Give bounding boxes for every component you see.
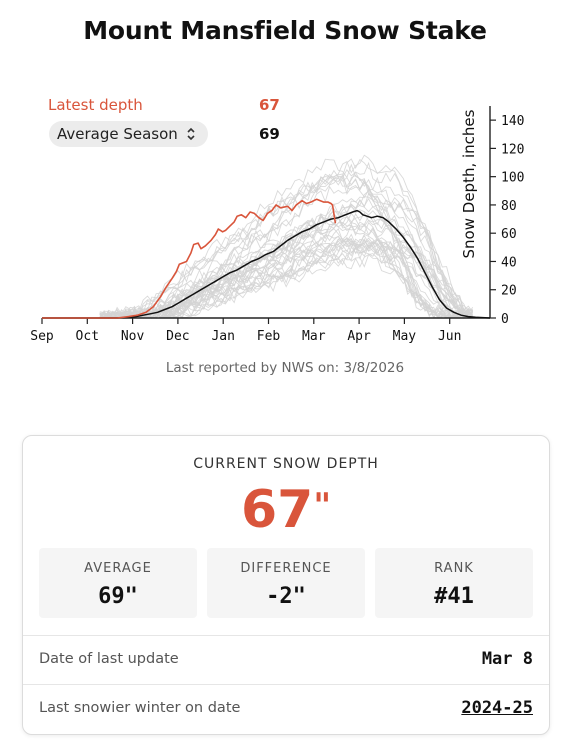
historical-season-line — [99, 173, 473, 319]
stat-difference-value: -2" — [266, 584, 306, 609]
legend-latest-value: 67 — [259, 96, 280, 114]
legend-average-value: 69 — [259, 125, 280, 143]
historical-season-line — [99, 174, 473, 319]
x-tick-label: Apr — [347, 329, 371, 344]
row-last-update-label: Date of last update — [39, 651, 179, 667]
current-depth-value: 67" — [23, 480, 549, 540]
card-heading: CURRENT SNOW DEPTH — [193, 456, 379, 472]
x-tick-label: Nov — [121, 329, 145, 344]
x-tick-label: Mar — [302, 329, 326, 344]
historical-season-line — [99, 241, 473, 319]
y-tick-label: 100 — [501, 171, 524, 186]
historical-season-line — [99, 222, 473, 320]
stat-average-label: AVERAGE — [84, 561, 152, 576]
y-tick-label: 20 — [501, 284, 517, 299]
season-select-label: Average Season — [57, 125, 178, 143]
y-tick-label: 80 — [501, 199, 517, 214]
x-tick-label: Sep — [30, 329, 54, 344]
x-tick-label: Dec — [166, 329, 189, 344]
legend-latest-label: Latest depth — [48, 96, 143, 114]
row-last-update: Date of last update Mar 8 — [23, 635, 549, 685]
stat-difference: DIFFERENCE -2" — [207, 548, 365, 618]
current-depth-card: CURRENT SNOW DEPTH 67" AVERAGE 69" DIFFE… — [22, 435, 550, 735]
row-last-snowier-label: Last snowier winter on date — [39, 700, 241, 716]
x-tick-label: Oct — [76, 329, 99, 344]
x-tick-label: Feb — [257, 329, 281, 344]
y-tick-label: 120 — [501, 142, 524, 157]
x-tick-label: Jun — [438, 329, 461, 344]
x-tick-label: Jan — [211, 329, 234, 344]
historical-season-line — [99, 241, 474, 319]
y-axis-label: Snow Depth, inches — [460, 109, 478, 258]
season-select[interactable]: Average Season — [49, 121, 208, 147]
current-depth-unit: " — [313, 486, 332, 526]
y-tick-label: 60 — [501, 227, 517, 242]
historical-season-line — [99, 161, 473, 320]
y-tick-label: 140 — [501, 114, 524, 129]
stat-rank-label: RANK — [434, 561, 474, 576]
average-season-line — [42, 209, 491, 319]
row-last-snowier[interactable]: Last snowier winter on date 2024-25 — [23, 684, 549, 734]
stat-rank: RANK #41 — [375, 548, 533, 618]
stat-difference-label: DIFFERENCE — [240, 561, 332, 576]
latest-depth-line — [42, 198, 337, 319]
snow-depth-chart: 0 20 40 60 80 100 120 140 Snow Depth, inches Sep O… — [30, 106, 524, 344]
historical-season-line — [99, 234, 474, 319]
stat-average: AVERAGE 69" — [39, 548, 197, 618]
current-depth-number: 67 — [240, 480, 314, 540]
x-tick-label: May — [393, 329, 417, 344]
y-tick-label: 40 — [501, 255, 517, 270]
y-tick-label: 0 — [501, 312, 509, 327]
row-last-update-value: Mar 8 — [481, 649, 533, 669]
stat-rank-value: #41 — [434, 584, 474, 609]
last-reported-text: Last reported by NWS on: 3/8/2026 — [165, 360, 405, 376]
last-snowier-winter-link[interactable]: 2024-25 — [461, 698, 533, 718]
historical-season-line — [99, 216, 473, 320]
stat-average-value: 69" — [98, 584, 138, 609]
chevron-up-down-icon — [186, 127, 196, 141]
page-title: Mount Mansfield Snow Stake — [83, 16, 487, 45]
